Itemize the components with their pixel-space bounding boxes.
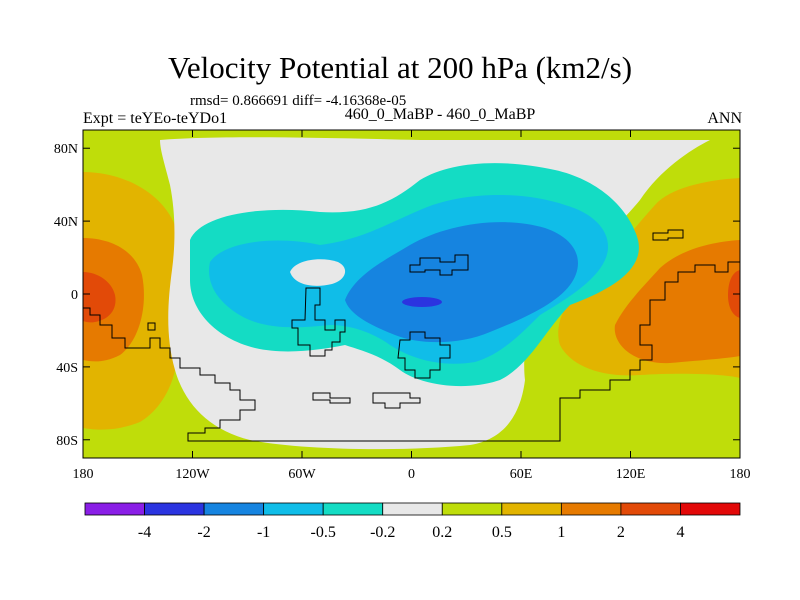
fill-level-neg-1: [345, 222, 578, 343]
y-tick-label: 40N: [54, 215, 78, 230]
colorbar-label: 0.2: [432, 524, 452, 541]
axis-ticks: 80N 40N 0 40S 80S 180 120W 60W 0 60E 120E 180: [54, 130, 751, 482]
colorbar-label: -0.2: [370, 524, 395, 541]
colorbar-swatch: [620, 502, 681, 516]
colorbar-swatch: [501, 502, 562, 516]
coastline-island-1: [147, 322, 156, 331]
coastline-south-america: [291, 287, 346, 357]
colorbar-swatch: [382, 502, 443, 516]
x-tick-label: 180: [73, 467, 94, 482]
fill-level-2-4-west: [83, 272, 116, 323]
coastlines: [83, 229, 740, 442]
x-tick-label: 120E: [616, 467, 646, 482]
x-tick-label: 0: [408, 467, 415, 482]
colorbar-label: -4: [138, 524, 151, 541]
coastline-island-4: [652, 229, 684, 241]
colorbar-label: -2: [197, 524, 210, 541]
colorbar-label: -1: [257, 524, 270, 541]
coastline-europe: [409, 254, 469, 276]
x-tick-label: 180: [730, 467, 751, 482]
colorbar-swatch: [263, 502, 324, 516]
season-label: ANN: [707, 110, 742, 127]
y-tick-label: 40S: [56, 361, 78, 376]
colorbar-swatch: [560, 502, 622, 516]
colorbar-swatch: [84, 502, 145, 516]
colorbar: -4 -2 -1 -0.5 -0.2 0.2 0.5 1 2 4: [84, 502, 741, 541]
x-tick-label: 120W: [175, 467, 210, 482]
colorbar-label: -0.5: [311, 524, 336, 541]
fill-neutral-hole: [290, 259, 346, 286]
coastline-island-2: [312, 392, 351, 404]
coastline-africa: [397, 331, 451, 379]
y-tick-label: 80N: [54, 142, 78, 157]
colorbar-label: 1: [557, 524, 565, 541]
colorbar-swatch: [441, 502, 503, 516]
fill-level-1-2-east: [614, 240, 740, 364]
colorbar-label: 4: [676, 524, 684, 541]
case-label: 460_0_MaBP - 460_0_MaBP: [344, 106, 536, 123]
y-tick-label: 80S: [56, 434, 78, 449]
colorbar-swatch: [680, 502, 741, 516]
colorbar-swatch: [203, 502, 265, 516]
coastline-main: [83, 261, 740, 442]
coastline-island-3: [372, 392, 421, 409]
fill-level-neg-2: [402, 297, 442, 307]
stats-label: rmsd= 0.866691 diff= -4.16368e-05: [190, 93, 407, 109]
x-tick-label: 60E: [510, 467, 533, 482]
contour-field: [83, 130, 740, 458]
colorbar-label: 2: [617, 524, 625, 541]
y-tick-label: 0: [71, 288, 78, 303]
colorbar-swatch: [322, 502, 384, 516]
plot-title: Velocity Potential at 200 hPa (km2/s): [167, 50, 633, 85]
colorbar-swatch: [144, 502, 205, 516]
colorbar-label: 0.5: [492, 524, 512, 541]
experiment-label: Expt = teYEo-teYDo1: [83, 110, 228, 127]
x-tick-label: 60W: [288, 467, 316, 482]
